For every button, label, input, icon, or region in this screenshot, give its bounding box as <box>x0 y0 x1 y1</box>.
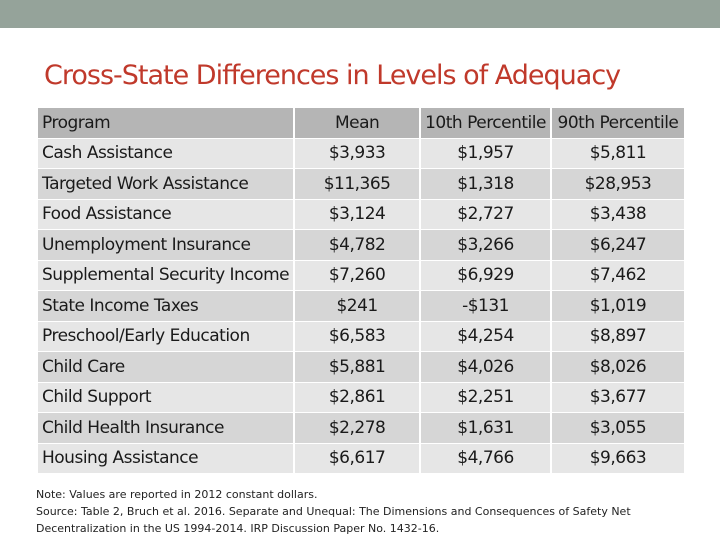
table-cell: $1,019 <box>551 291 684 321</box>
note-line: Note: Values are reported in 2012 consta… <box>36 488 318 501</box>
table-cell: $3,677 <box>551 382 684 412</box>
table-cell: $5,881 <box>295 352 420 382</box>
table-cell: State Income Taxes <box>38 291 294 321</box>
table-row: Targeted Work Assistance $11,365 $1,318 $28… <box>38 169 684 199</box>
header-cell: 90th Percentile <box>551 108 684 138</box>
notes: Note: Values are reported in 2012 consta… <box>36 486 631 537</box>
table-cell: Cash Assistance <box>38 138 294 168</box>
table-row: Food Assistance $3,124 $2,727 $3,438 <box>38 199 684 229</box>
table-cell: Child Health Insurance <box>38 413 294 443</box>
table-cell: $2,727 <box>421 199 550 229</box>
table-row: Housing Assistance $6,617 $4,766 $9,663 <box>38 443 684 473</box>
table-cell: $3,266 <box>421 230 550 260</box>
note-line: Decentralization in the US 1994-2014. IR… <box>36 522 440 535</box>
table-cell: $2,278 <box>295 413 420 443</box>
header-row: Program Mean 10th Percentile 90th Percentil… <box>38 108 684 138</box>
table-cell: $4,254 <box>421 321 550 351</box>
table-cell: $5,811 <box>551 138 684 168</box>
table-row: Unemployment Insurance $4,782 $3,266 $6,247 <box>38 230 684 260</box>
table-cell: Child Support <box>38 382 294 412</box>
table-cell: $1,957 <box>421 138 550 168</box>
table-cell: $11,365 <box>295 169 420 199</box>
header-cell: 10th Percentile <box>421 108 550 138</box>
table-row: Child Care $5,881 $4,026 $8,026 <box>38 352 684 382</box>
table-cell: $3,055 <box>551 413 684 443</box>
table-row: Cash Assistance $3,933 $1,957 $5,811 <box>38 138 684 168</box>
table-cell: Preschool/Early Education <box>38 321 294 351</box>
table-cell: $4,026 <box>421 352 550 382</box>
table-cell: -$131 <box>421 291 550 321</box>
table-row: Preschool/Early Education $6,583 $4,254 $8,… <box>38 321 684 351</box>
header-cell: Mean <box>295 108 420 138</box>
table-cell: $4,782 <box>295 230 420 260</box>
table-cell: Child Care <box>38 352 294 382</box>
table-cell: $6,929 <box>421 260 550 290</box>
table-cell: $28,953 <box>551 169 684 199</box>
table-cell: $4,766 <box>421 443 550 473</box>
table-cell: Food Assistance <box>38 199 294 229</box>
table-cell: $6,247 <box>551 230 684 260</box>
table-cell: $2,251 <box>421 382 550 412</box>
header-cell: Program <box>38 108 294 138</box>
table-cell: $6,617 <box>295 443 420 473</box>
table-cell: Unemployment Insurance <box>38 230 294 260</box>
table-cell: $8,897 <box>551 321 684 351</box>
table-cell: Housing Assistance <box>38 443 294 473</box>
top-bar <box>0 0 720 28</box>
table-cell: $8,026 <box>551 352 684 382</box>
table-cell: $1,631 <box>421 413 550 443</box>
data-table: Program Mean 10th Percentile 90th Percentil… <box>36 107 686 474</box>
table-row: Supplemental Security Income $7,260 $6,929… <box>38 260 684 290</box>
table-cell: $9,663 <box>551 443 684 473</box>
table-row: Child Health Insurance $2,278 $1,631 $3,055 <box>38 413 684 443</box>
table-row: State Income Taxes $241 -$131 $1,019 <box>38 291 684 321</box>
table-cell: $7,260 <box>295 260 420 290</box>
table-cell: $6,583 <box>295 321 420 351</box>
table-cell: $241 <box>295 291 420 321</box>
table-cell: $2,861 <box>295 382 420 412</box>
table-cell: $3,933 <box>295 138 420 168</box>
note-line: Source: Table 2, Bruch et al. 2016. Sepa… <box>36 505 631 518</box>
table-row: Child Support $2,861 $2,251 $3,677 <box>38 382 684 412</box>
slide-title: Cross-State Differences in Levels of Ade… <box>44 60 621 91</box>
table-cell: $1,318 <box>421 169 550 199</box>
table-cell: Supplemental Security Income <box>38 260 294 290</box>
table-cell: $3,438 <box>551 199 684 229</box>
table-cell: Targeted Work Assistance <box>38 169 294 199</box>
table-cell: $7,462 <box>551 260 684 290</box>
table-cell: $3,124 <box>295 199 420 229</box>
